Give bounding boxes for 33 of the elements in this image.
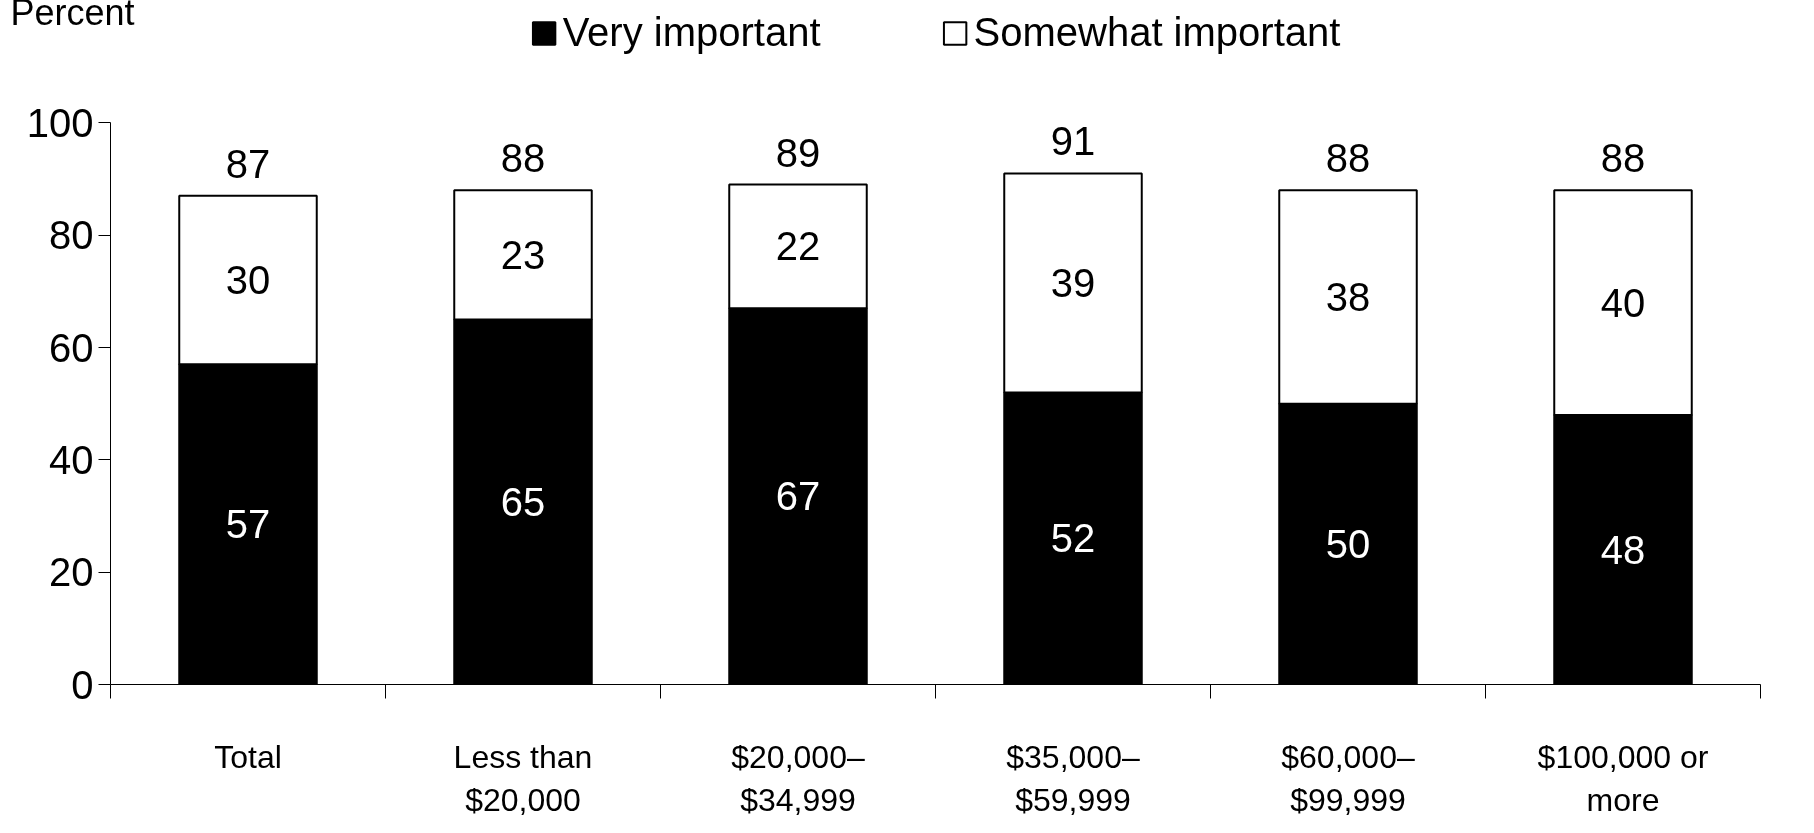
x-tick-label: $60,000– $99,999 — [1281, 738, 1415, 818]
total-label: 88 — [1600, 136, 1646, 181]
data-label: 52 — [1050, 516, 1096, 561]
data-label: 39 — [1050, 260, 1096, 305]
y-tick-label: 80 — [49, 213, 94, 258]
legend-label: Somewhat important — [973, 10, 1341, 55]
x-tick-label: $35,000– $59,999 — [1006, 738, 1140, 818]
data-label: 48 — [1600, 527, 1646, 572]
y-axis-title: Percent — [10, 0, 135, 33]
total-label: 89 — [775, 130, 821, 175]
data-label: 67 — [775, 474, 821, 519]
data-label: 65 — [500, 479, 546, 524]
data-label: 23 — [500, 232, 546, 277]
data-label: 50 — [1325, 522, 1371, 567]
x-tick-label: Less than $20,000 — [453, 738, 593, 818]
total-label: 88 — [500, 136, 546, 181]
data-label: 57 — [225, 502, 271, 547]
x-tick-label: Total — [214, 738, 282, 775]
data-label: 22 — [775, 224, 821, 269]
total-label: 91 — [1050, 119, 1096, 164]
legend-label: Very important — [562, 10, 821, 55]
total-label: 88 — [1325, 136, 1371, 181]
data-label: 40 — [1600, 280, 1646, 325]
data-label: 38 — [1325, 274, 1371, 319]
y-tick-label: 0 — [71, 662, 94, 707]
total-label: 87 — [225, 141, 271, 186]
x-tick-label: $100,000 or more — [1537, 738, 1709, 818]
data-label: 30 — [225, 258, 271, 303]
x-tick-label: $20,000– $34,999 — [731, 738, 865, 818]
y-tick-label: 40 — [49, 437, 94, 482]
y-tick-label: 100 — [26, 100, 94, 145]
y-tick-label: 60 — [49, 325, 94, 370]
y-tick-label: 20 — [49, 550, 94, 595]
